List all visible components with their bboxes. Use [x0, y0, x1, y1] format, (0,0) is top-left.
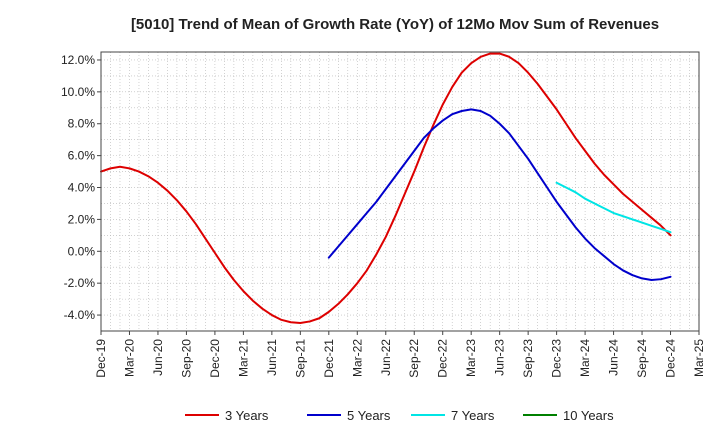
- y-tick-label: -4.0%: [64, 308, 96, 322]
- x-tick-label: Dec-19: [94, 339, 108, 378]
- series-line-7-years: [555, 181, 672, 234]
- series-line-3-years: [100, 52, 672, 325]
- x-axis-ticks: Dec-19 Mar-20 Jun-20 Sep-20 Dec-20 Mar-21 Jun-…: [94, 331, 706, 378]
- legend-label-3-years: 3 Years: [225, 408, 269, 423]
- x-tick-label: Sep-23: [521, 339, 535, 378]
- x-tick-label: Dec-20: [208, 339, 222, 378]
- legend-label-5-years: 5 Years: [347, 408, 391, 423]
- x-tick-label: Jun-20: [151, 339, 165, 376]
- x-tick-label: Dec-21: [322, 339, 336, 378]
- y-tick-label: 4.0%: [68, 181, 96, 195]
- x-tick-label: Mar-21: [236, 339, 250, 377]
- x-tick-label: Sep-22: [407, 339, 421, 378]
- x-tick-label: Dec-24: [664, 339, 678, 378]
- x-tick-label: Dec-23: [550, 339, 564, 378]
- x-tick-label: Sep-20: [179, 339, 193, 378]
- y-tick-label: -2.0%: [64, 276, 96, 290]
- x-tick-label: Dec-22: [436, 339, 450, 378]
- grid: [100, 52, 700, 332]
- x-tick-label: Sep-21: [293, 339, 307, 378]
- y-tick-label: 8.0%: [68, 117, 96, 131]
- x-tick-label: Mar-22: [350, 339, 364, 377]
- x-tick-label: Mar-24: [578, 339, 592, 377]
- y-tick-label: 10.0%: [61, 85, 95, 99]
- legend: 3 Years 5 Years 7 Years 10 Years: [185, 408, 614, 423]
- series-line-5-years: [327, 108, 672, 281]
- legend-label-7-years: 7 Years: [451, 408, 495, 423]
- y-tick-label: 2.0%: [68, 212, 96, 226]
- legend-label-10-years: 10 Years: [563, 408, 614, 423]
- y-axis-ticks: 12.0% 10.0% 8.0% 6.0% 4.0% 2.0% 0.0% -2.0% -4.0%: [61, 53, 101, 322]
- x-tick-label: Sep-24: [635, 339, 649, 378]
- series-lines: [100, 52, 672, 325]
- y-tick-label: 6.0%: [68, 149, 96, 163]
- y-tick-label: 12.0%: [61, 53, 95, 67]
- x-tick-label: Mar-25: [692, 339, 706, 377]
- x-tick-label: Mar-23: [464, 339, 478, 377]
- x-tick-label: Jun-24: [607, 339, 621, 376]
- plot-frame: [100, 51, 700, 332]
- chart-title: [5010] Trend of Mean of Growth Rate (YoY…: [131, 16, 659, 33]
- x-tick-label: Jun-22: [379, 339, 393, 376]
- x-tick-label: Jun-23: [493, 339, 507, 376]
- x-tick-label: Jun-21: [265, 339, 279, 376]
- y-tick-label: 0.0%: [68, 244, 96, 258]
- x-tick-label: Mar-20: [122, 339, 136, 377]
